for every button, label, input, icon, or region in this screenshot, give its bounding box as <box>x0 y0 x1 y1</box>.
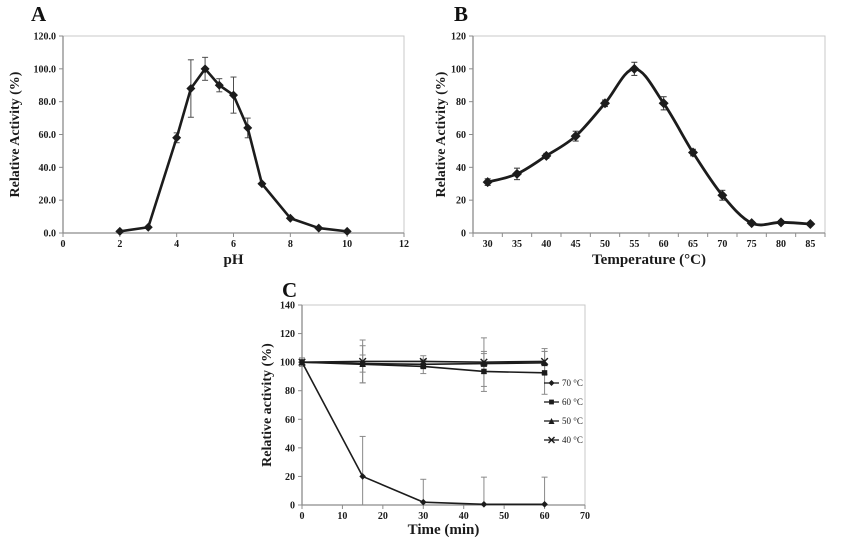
thermal-stability-chart: 0 10 20 30 40 50 60 70 0 20 40 60 80 100 120 140 70 °C 60… <box>260 301 590 539</box>
legend-item: 50 °C <box>544 416 583 426</box>
svg-text:80.0: 80.0 <box>39 97 57 108</box>
svg-text:50: 50 <box>499 511 509 522</box>
error-bars <box>173 56 251 144</box>
svg-text:40: 40 <box>285 443 295 454</box>
error-bars <box>299 345 548 395</box>
svg-text:20: 20 <box>456 196 466 207</box>
svg-text:20: 20 <box>378 511 388 522</box>
panel-a-letter: A <box>31 2 47 26</box>
svg-text:30: 30 <box>483 239 493 250</box>
y-axis-title: Relative activity (%) <box>260 343 275 467</box>
svg-text:60.0: 60.0 <box>39 130 57 141</box>
y-axis-title: Relative Activity (%) <box>434 71 449 197</box>
panel-b-letter: B <box>454 2 469 26</box>
svg-text:0: 0 <box>61 239 66 250</box>
svg-text:40: 40 <box>456 163 466 174</box>
plot-border <box>301 304 586 506</box>
series-markers <box>482 63 816 229</box>
svg-text:20: 20 <box>285 472 295 483</box>
panel-b: B 30 35 40 45 50 55 60 65 70 75 80 85 0 20 40 60 80 100 12… <box>420 0 847 275</box>
svg-text:8: 8 <box>288 239 293 250</box>
series-line <box>118 67 349 233</box>
series-markers <box>115 64 352 236</box>
svg-text:60: 60 <box>659 239 669 250</box>
axis-ticks <box>469 35 826 237</box>
svg-text:20.0: 20.0 <box>39 196 57 207</box>
svg-text:120: 120 <box>451 32 466 43</box>
series-markers <box>298 357 549 366</box>
svg-text:35: 35 <box>512 239 522 250</box>
tick-labels: 30 35 40 45 50 55 60 65 70 75 80 85 0 20 40 60 80 100 120 <box>451 32 815 251</box>
svg-text:70: 70 <box>580 511 590 522</box>
ph-activity-chart: 0 2 4 6 8 10 120.020.040.060.080.0100.0120.0pH… <box>8 32 410 269</box>
series-line <box>486 67 812 227</box>
svg-text:10: 10 <box>337 511 347 522</box>
panel-c: C 0 10 20 30 40 50 60 70 0 20 40 60 80 100 120 140 70 °C… <box>230 275 650 546</box>
svg-text:40: 40 <box>541 239 551 250</box>
svg-text:120.0: 120.0 <box>34 32 57 43</box>
svg-text:55: 55 <box>629 239 639 250</box>
svg-text:100: 100 <box>451 64 466 75</box>
svg-text:4: 4 <box>174 239 179 250</box>
y-axis-title: Relative Activity (%) <box>8 71 23 197</box>
svg-text:0: 0 <box>300 511 305 522</box>
legend: 70 °C 60 °C 50 °C 40 °C <box>544 378 583 445</box>
svg-text:65: 65 <box>688 239 698 250</box>
x-axis-title: pH <box>223 252 243 268</box>
legend-item: 60 °C <box>544 397 583 407</box>
temperature-activity-chart: 30 35 40 45 50 55 60 65 70 75 80 85 0 20 40 60 80 100 120 T… <box>434 32 826 268</box>
legend-label: 50 °C <box>562 416 583 426</box>
panel-a: A 0 2 4 6 8 10 12 0.0 20.0 40.0 60.0 80.0 100.0 120.0… <box>0 0 420 275</box>
svg-text:0: 0 <box>290 501 295 512</box>
error-bars <box>299 358 548 506</box>
svg-text:50: 50 <box>600 239 610 250</box>
svg-text:120: 120 <box>280 329 295 340</box>
x-axis-title: Temperature (°C) <box>592 252 706 268</box>
panel-c-letter: C <box>282 278 298 302</box>
svg-text:60: 60 <box>456 130 466 141</box>
svg-text:70: 70 <box>717 239 727 250</box>
plot-border <box>472 35 826 234</box>
svg-text:30: 30 <box>418 511 428 522</box>
svg-text:10: 10 <box>342 239 352 250</box>
axis-ticks <box>298 304 586 509</box>
svg-text:100: 100 <box>280 358 295 369</box>
legend-label: 70 °C <box>562 378 583 388</box>
svg-text:12: 12 <box>399 239 409 250</box>
svg-text:2: 2 <box>117 239 122 250</box>
error-bars <box>484 61 814 227</box>
svg-text:75: 75 <box>747 239 757 250</box>
svg-text:40.0: 40.0 <box>39 163 57 174</box>
svg-text:80: 80 <box>776 239 786 250</box>
svg-text:0: 0 <box>461 229 466 240</box>
legend-item: 40 °C <box>544 435 583 445</box>
tick-labels: 0 10 20 30 40 50 60 70 0 20 40 60 80 100 120 140 <box>280 301 590 523</box>
svg-text:80: 80 <box>456 97 466 108</box>
plot-border <box>62 35 405 234</box>
svg-text:6: 6 <box>231 239 236 250</box>
legend-label: 60 °C <box>562 397 583 407</box>
legend-item: 70 °C <box>544 378 583 388</box>
svg-text:60: 60 <box>285 415 295 426</box>
svg-text:0.0: 0.0 <box>44 229 57 240</box>
axis-ticks <box>59 35 405 237</box>
svg-text:85: 85 <box>805 239 815 250</box>
svg-text:140: 140 <box>280 301 295 312</box>
svg-text:100.0: 100.0 <box>34 64 57 75</box>
x-axis-title: Time (min) <box>408 522 480 538</box>
svg-text:45: 45 <box>571 239 581 250</box>
svg-text:40: 40 <box>459 511 469 522</box>
legend-label: 40 °C <box>562 435 583 445</box>
svg-text:60: 60 <box>540 511 550 522</box>
svg-text:80: 80 <box>285 386 295 397</box>
